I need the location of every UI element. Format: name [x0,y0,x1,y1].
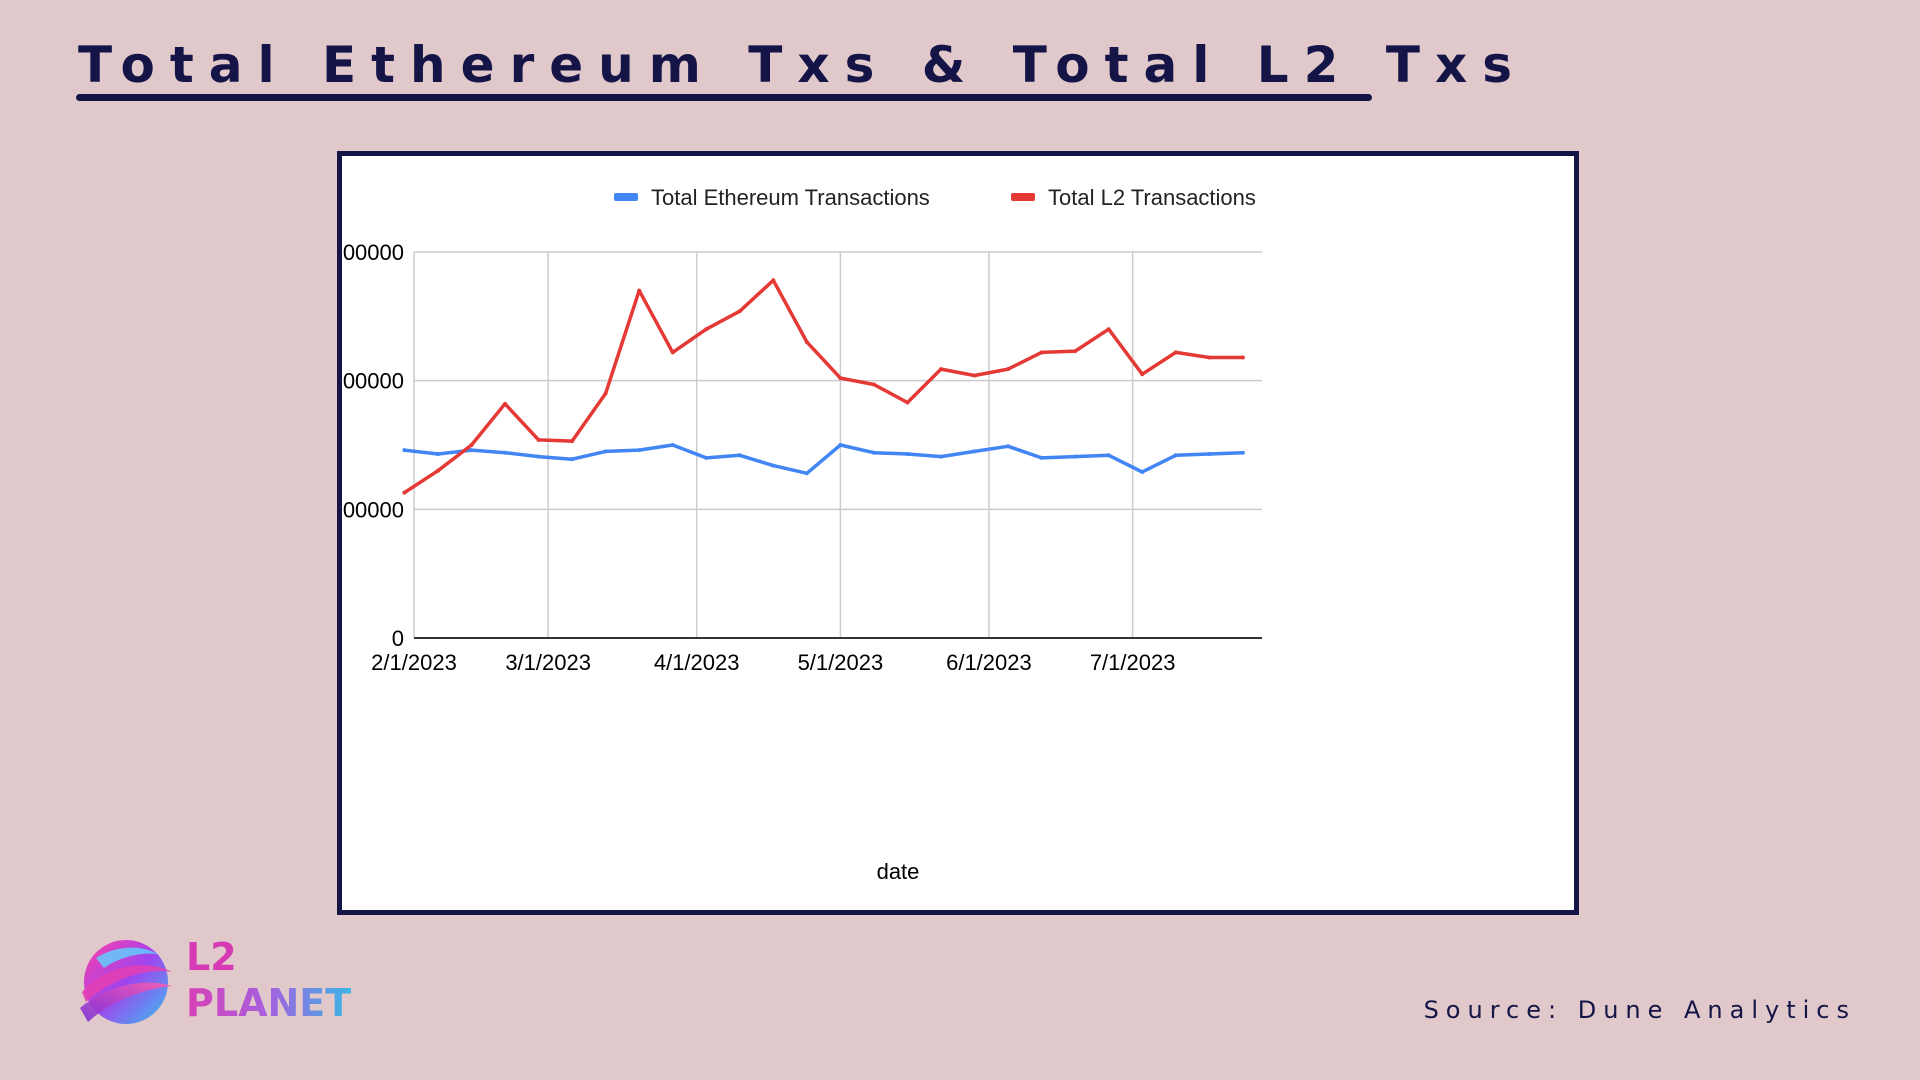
data-point [771,278,776,283]
data-point [1207,452,1212,457]
title-underline [76,94,1372,101]
data-point [570,457,575,462]
data-point [603,391,608,396]
data-point [1006,444,1011,449]
data-point [1240,450,1245,455]
data-point [469,443,474,447]
data-point [402,490,407,495]
data-point [402,448,407,453]
data-point [871,450,876,455]
data-point [469,448,474,453]
data-point [603,449,608,454]
y-tick-label: 0 [392,626,404,651]
data-point [972,449,977,454]
legend: Total Ethereum Transactions Total L2 Tran… [614,185,1256,210]
data-point [838,443,843,447]
data-point [939,367,944,372]
legend-swatch [614,193,638,201]
data-point [1140,372,1145,377]
data-point [536,437,541,442]
line-chart: 0 5000000 10000000 15000000 2/1/2023 3/1/2023… [342,185,1262,884]
x-tick-label: 7/1/2023 [1090,650,1176,675]
data-point [1073,349,1078,354]
data-point [704,327,709,332]
legend-label: Total L2 Transactions [1048,185,1256,210]
y-tick-label: 15000000 [342,240,404,265]
data-point [536,454,541,459]
x-tick-label: 3/1/2023 [505,650,591,675]
source-note: Source: Dune Analytics [1423,996,1856,1024]
series-line-l2 [402,278,1245,495]
y-tick-label: 5000000 [342,497,404,522]
data-point [804,340,809,345]
data-point [1006,367,1011,372]
data-point [1106,453,1111,458]
data-point [435,468,440,473]
data-point [737,309,742,314]
data-point [1207,355,1212,360]
data-point [1173,350,1178,355]
data-point [939,454,944,459]
planet-logo-icon [80,940,172,1024]
data-point [871,382,876,387]
data-point [503,401,508,406]
x-axis-label: date [877,859,920,884]
x-tick-label: 2/1/2023 [371,650,457,675]
y-tick-label: 10000000 [342,369,404,394]
data-point [804,471,809,476]
data-point [503,450,508,455]
data-point [570,439,575,444]
logo-text-planet: PLANET [186,981,352,1025]
data-point [435,452,440,457]
x-tick-label: 4/1/2023 [654,650,740,675]
legend-swatch [1011,193,1035,201]
series-lines [402,278,1245,495]
data-point [1106,327,1111,332]
data-point [838,376,843,381]
grid-lines [413,251,1262,638]
data-point [1140,470,1145,475]
legend-label: Total Ethereum Transactions [651,185,930,210]
data-point [905,452,910,457]
axes: 0 5000000 10000000 15000000 2/1/2023 3/1/2023… [342,240,1262,675]
page-title: Total Ethereum Txs & Total L2 Txs [78,36,1527,94]
x-tick-label: 6/1/2023 [946,650,1032,675]
data-point [670,443,675,447]
data-point [637,288,642,293]
data-point [670,350,675,355]
data-point [905,400,910,405]
data-point [1039,350,1044,355]
logo-text-l2: L2 [186,935,237,979]
l2-planet-logo: L2 PLANET [74,928,354,1036]
data-point [1240,355,1245,360]
data-point [737,453,742,458]
data-point [637,448,642,453]
data-point [771,463,776,468]
series-line-ethereum [402,443,1245,476]
x-tick-label: 5/1/2023 [798,650,884,675]
data-point [1173,453,1178,458]
data-point [704,455,709,460]
data-point [1073,454,1078,459]
chart-frame: 0 5000000 10000000 15000000 2/1/2023 3/1/2023… [337,151,1579,915]
data-point [1039,455,1044,460]
data-point [972,373,977,378]
